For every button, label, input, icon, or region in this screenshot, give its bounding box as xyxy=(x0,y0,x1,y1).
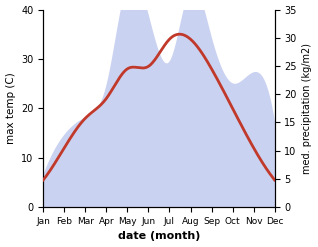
Y-axis label: med. precipitation (kg/m2): med. precipitation (kg/m2) xyxy=(302,43,313,174)
X-axis label: date (month): date (month) xyxy=(118,231,200,242)
Y-axis label: max temp (C): max temp (C) xyxy=(5,72,16,144)
